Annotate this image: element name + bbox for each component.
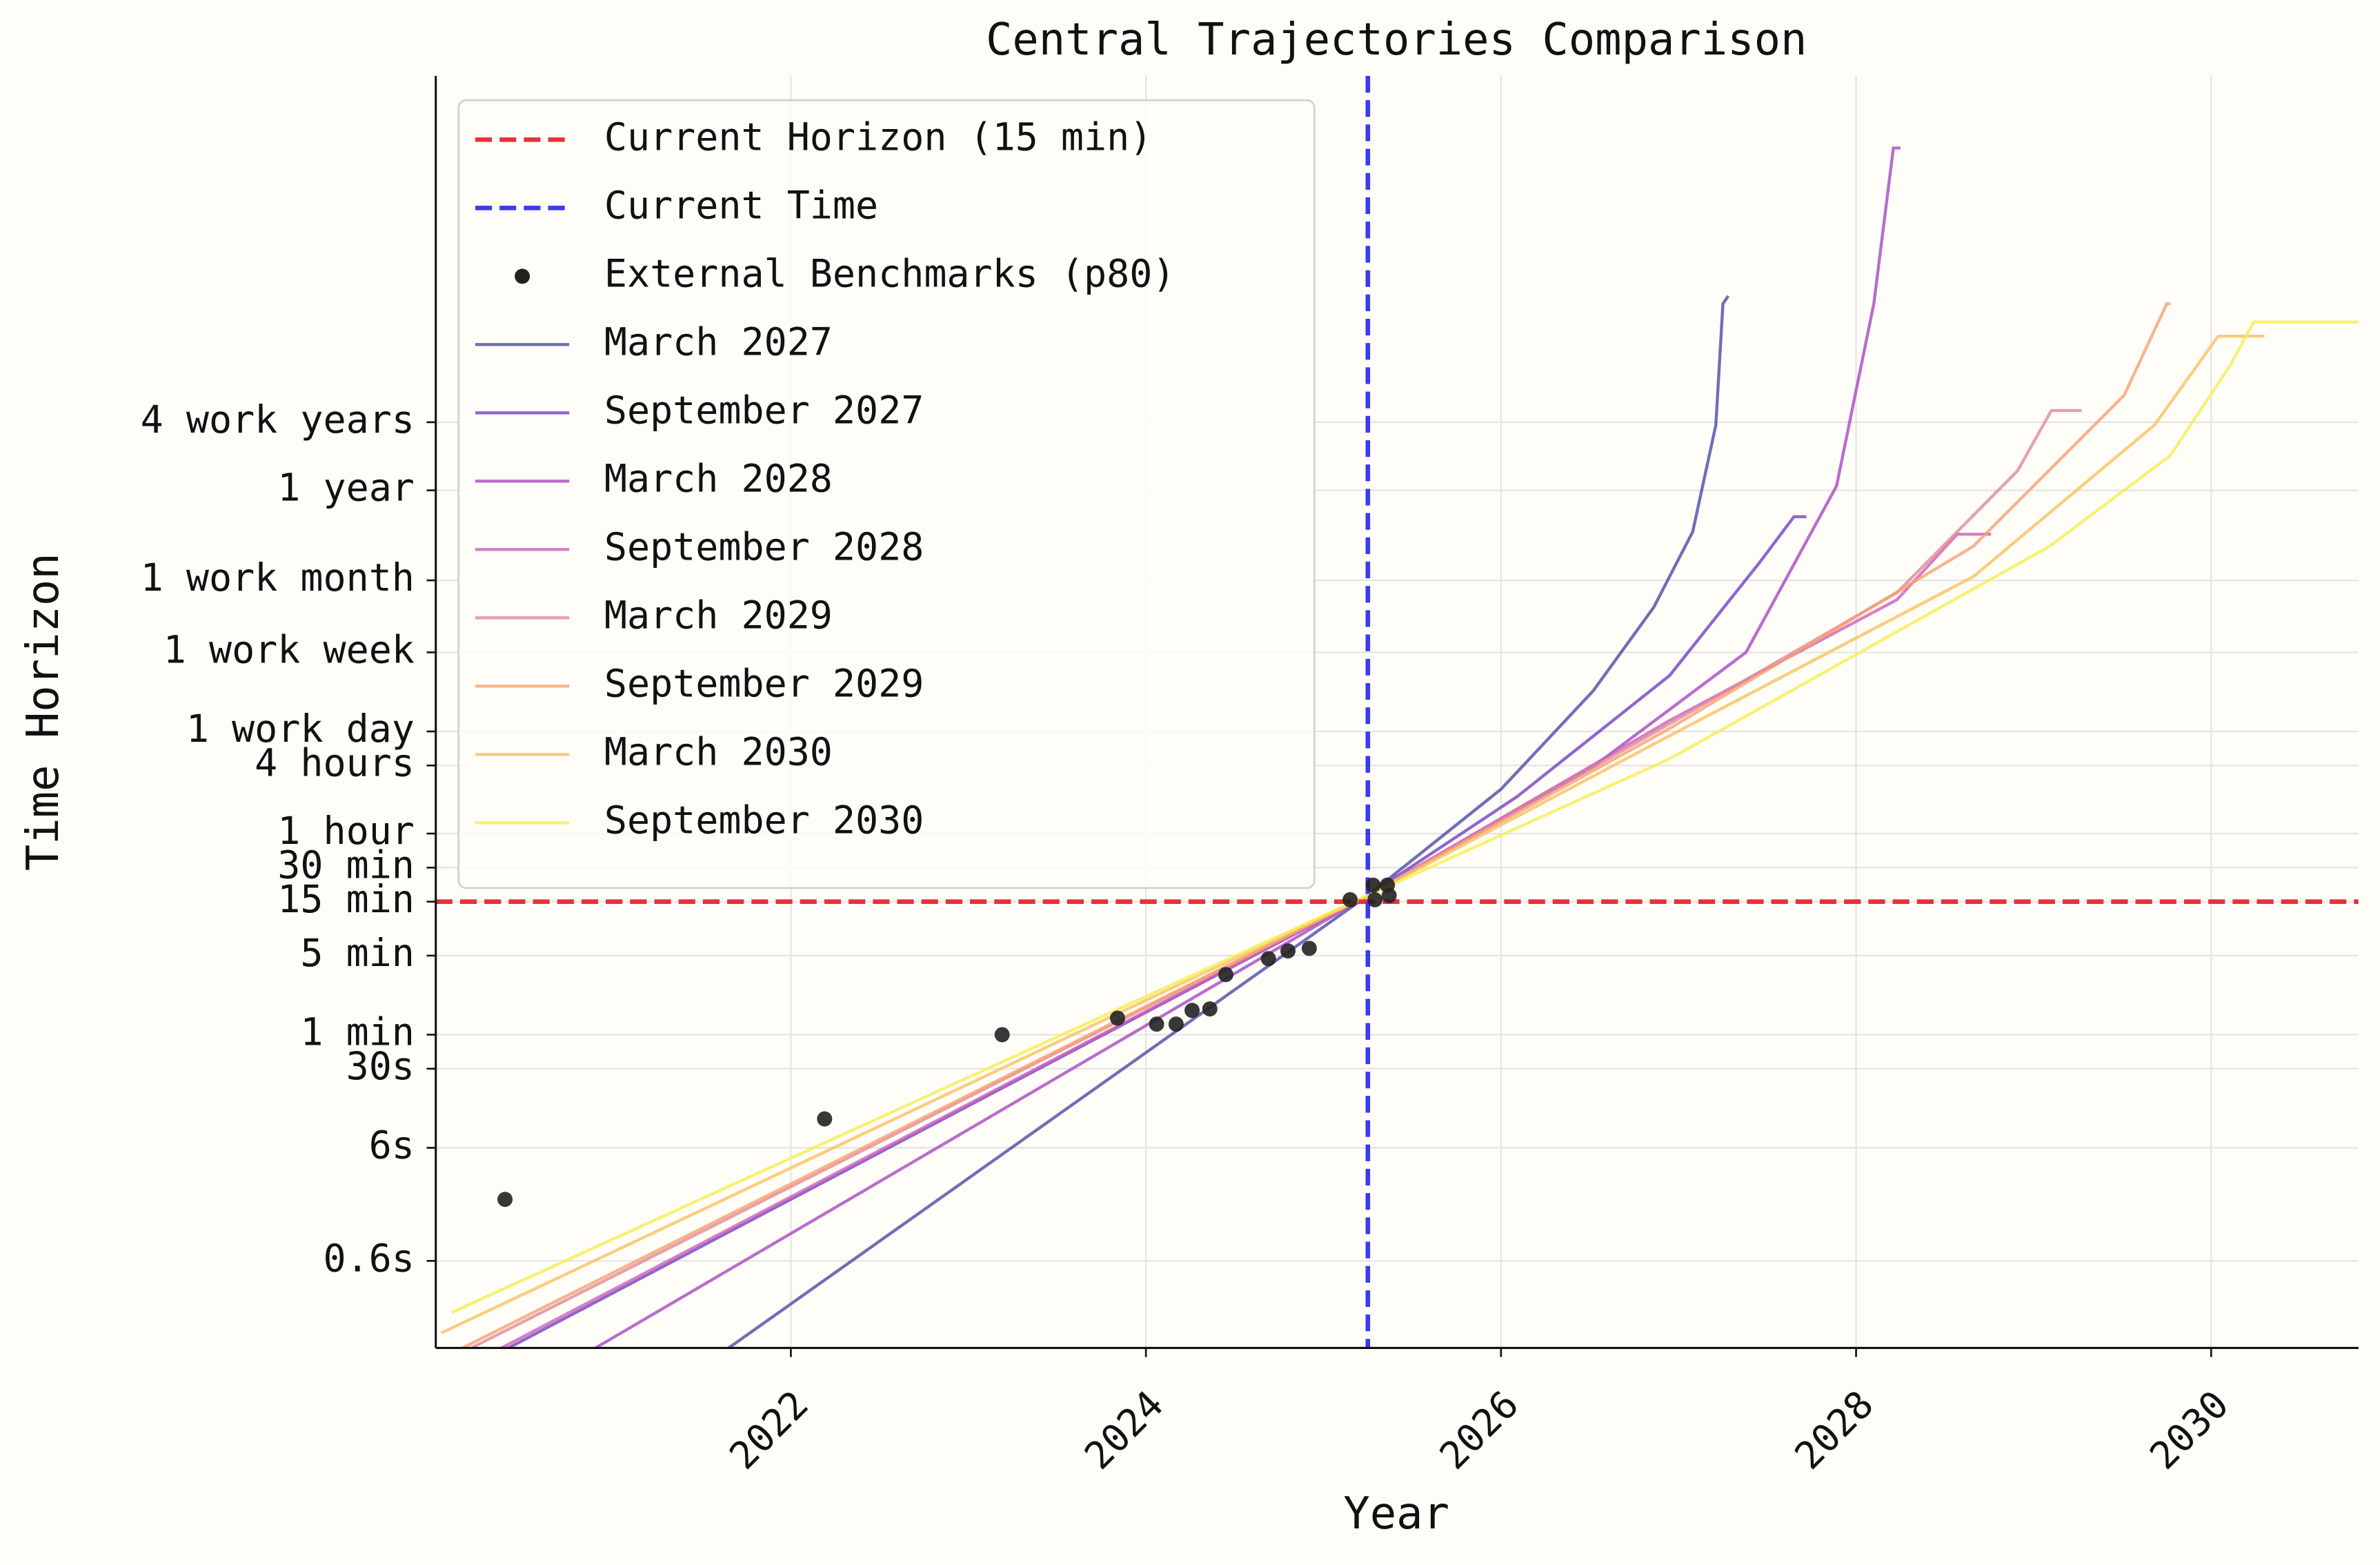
y-tick-label: 1 work day bbox=[186, 707, 415, 751]
y-tick-label: 30s bbox=[346, 1044, 415, 1088]
y-tick-label: 1 work week bbox=[163, 628, 415, 672]
benchmark-point bbox=[1260, 951, 1276, 967]
legend-box bbox=[457, 99, 1316, 889]
y-tick-label: 1 hour bbox=[277, 809, 415, 853]
y-tick-label: 1 year bbox=[277, 466, 415, 510]
benchmark-point bbox=[1367, 892, 1383, 907]
benchmark-point bbox=[1381, 887, 1397, 903]
y-tick-label: 15 min bbox=[277, 877, 415, 921]
y-tick-label: 5 min bbox=[300, 931, 415, 975]
benchmark-point bbox=[1168, 1016, 1184, 1032]
y-tick-label: 4 hours bbox=[255, 740, 415, 785]
y-tick-label: 0.6s bbox=[323, 1236, 414, 1280]
legend-label: March 2027 bbox=[604, 319, 833, 364]
benchmark-point bbox=[1218, 967, 1233, 983]
legend-label: Current Time bbox=[604, 183, 878, 227]
y-tick-label: 30 min bbox=[277, 843, 415, 887]
legend-label: March 2029 bbox=[604, 593, 833, 637]
legend-label: September 2030 bbox=[604, 798, 924, 842]
legend-label: September 2028 bbox=[604, 524, 924, 569]
legend-label: March 2030 bbox=[604, 729, 833, 774]
legend-label: September 2029 bbox=[604, 661, 924, 705]
benchmark-point bbox=[1301, 941, 1317, 956]
benchmark-point bbox=[1149, 1016, 1164, 1032]
legend-label: Current Horizon (15 min) bbox=[604, 115, 1152, 159]
trajectory-line bbox=[728, 295, 1730, 1348]
y-tick-label: 1 work month bbox=[141, 555, 415, 600]
benchmark-point bbox=[1109, 1010, 1125, 1026]
x-axis-label: Year bbox=[1343, 1488, 1449, 1539]
benchmark-point bbox=[1280, 943, 1296, 959]
y-tick-label: 1 min bbox=[300, 1010, 415, 1054]
legend-label: External Benchmarks (p80) bbox=[604, 251, 1176, 295]
chart-title: Central Trajectories Comparison bbox=[986, 14, 1807, 66]
benchmark-point bbox=[817, 1111, 833, 1127]
legend-label: March 2028 bbox=[604, 456, 833, 500]
benchmark-point bbox=[497, 1192, 513, 1208]
y-axis-label: Time Horizon bbox=[18, 553, 69, 871]
benchmark-point bbox=[1202, 1001, 1218, 1017]
benchmark-point bbox=[1184, 1003, 1200, 1018]
benchmark-point bbox=[1365, 877, 1381, 893]
trajectory-line bbox=[450, 320, 2359, 1315]
benchmark-point bbox=[1342, 892, 1358, 907]
plot-area bbox=[435, 75, 2359, 1348]
benchmark-point bbox=[994, 1027, 1010, 1043]
legend-marker bbox=[515, 268, 530, 284]
y-tick-label: 4 work years bbox=[141, 397, 415, 442]
legend-label: September 2027 bbox=[604, 388, 924, 432]
y-tick-label: 6s bbox=[369, 1123, 415, 1168]
